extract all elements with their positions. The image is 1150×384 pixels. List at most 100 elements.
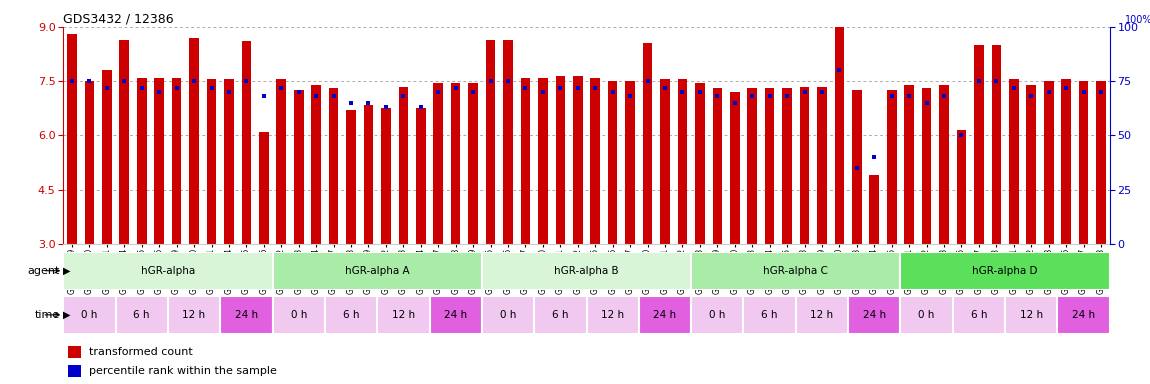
Point [377,104,396,110]
Bar [922,88,932,244]
Point [882,93,900,99]
Text: ▶: ▶ [63,310,71,320]
Point [290,89,308,95]
Bar [730,92,739,244]
Point [1022,93,1041,99]
Text: 12 h: 12 h [811,310,834,320]
Bar [744,296,796,334]
Bar [691,252,900,290]
Bar [590,78,600,244]
Bar [957,130,966,244]
Point [1091,89,1110,95]
Point [918,100,936,106]
Point [81,78,99,84]
Text: percentile rank within the sample: percentile rank within the sample [90,366,277,376]
Bar [835,23,844,244]
Point [935,93,953,99]
Text: 0 h: 0 h [710,310,726,320]
Bar [85,81,94,244]
Point [132,84,151,91]
Point [63,78,82,84]
Point [273,84,291,91]
Point [394,93,413,99]
Text: transformed count: transformed count [90,347,193,357]
Point [499,78,518,84]
Point [516,84,535,91]
Bar [887,90,897,244]
Bar [952,296,1005,334]
Bar [643,43,652,244]
Point [1005,84,1024,91]
Bar [1096,81,1106,244]
Point [482,78,500,84]
Text: time: time [34,310,60,320]
Text: 0 h: 0 h [500,310,516,320]
Point [952,132,971,139]
Text: 24 h: 24 h [1072,310,1095,320]
Text: 6 h: 6 h [761,310,777,320]
Point [673,89,691,95]
Text: hGR-alpha: hGR-alpha [140,266,196,276]
Bar [521,78,530,244]
Bar [190,38,199,244]
Bar [504,40,513,244]
Point [98,84,116,91]
Point [987,78,1005,84]
Bar [377,296,430,334]
Bar [273,252,482,290]
Text: 12 h: 12 h [392,310,415,320]
Bar [346,110,355,244]
Bar [534,296,586,334]
Point [900,93,919,99]
Point [638,78,657,84]
Bar [273,296,325,334]
Bar [63,296,115,334]
Bar [713,88,722,244]
Bar [852,90,861,244]
Point [342,100,360,106]
Bar [171,78,182,244]
Point [1057,84,1075,91]
Bar [242,41,251,244]
Text: 0 h: 0 h [291,310,307,320]
Text: 12 h: 12 h [1020,310,1043,320]
Bar [1009,79,1019,244]
Point [760,93,779,99]
Bar [1058,296,1110,334]
Bar [312,85,321,244]
Bar [818,86,827,244]
Bar [849,296,900,334]
Point [202,84,221,91]
Point [691,89,710,95]
Bar [434,83,443,244]
Bar [748,88,757,244]
Point [830,67,849,73]
Bar [276,79,286,244]
Bar [677,79,688,244]
Text: 0 h: 0 h [919,310,935,320]
Point [446,84,465,91]
Point [254,93,273,99]
Point [324,93,343,99]
Bar [573,76,583,244]
Bar [399,86,408,244]
Bar [325,296,377,334]
Bar [695,83,705,244]
Point [168,84,186,91]
Bar [904,85,914,244]
Point [115,78,133,84]
Point [848,165,866,171]
Bar [1044,81,1053,244]
Bar [69,365,81,377]
Point [726,100,744,106]
Bar [900,296,953,334]
Bar [224,79,233,244]
Point [586,84,605,91]
Point [743,93,761,99]
Bar [451,83,460,244]
Point [1040,89,1058,95]
Point [185,78,204,84]
Bar [154,78,164,244]
Bar [991,45,1002,244]
Bar [900,252,1110,290]
